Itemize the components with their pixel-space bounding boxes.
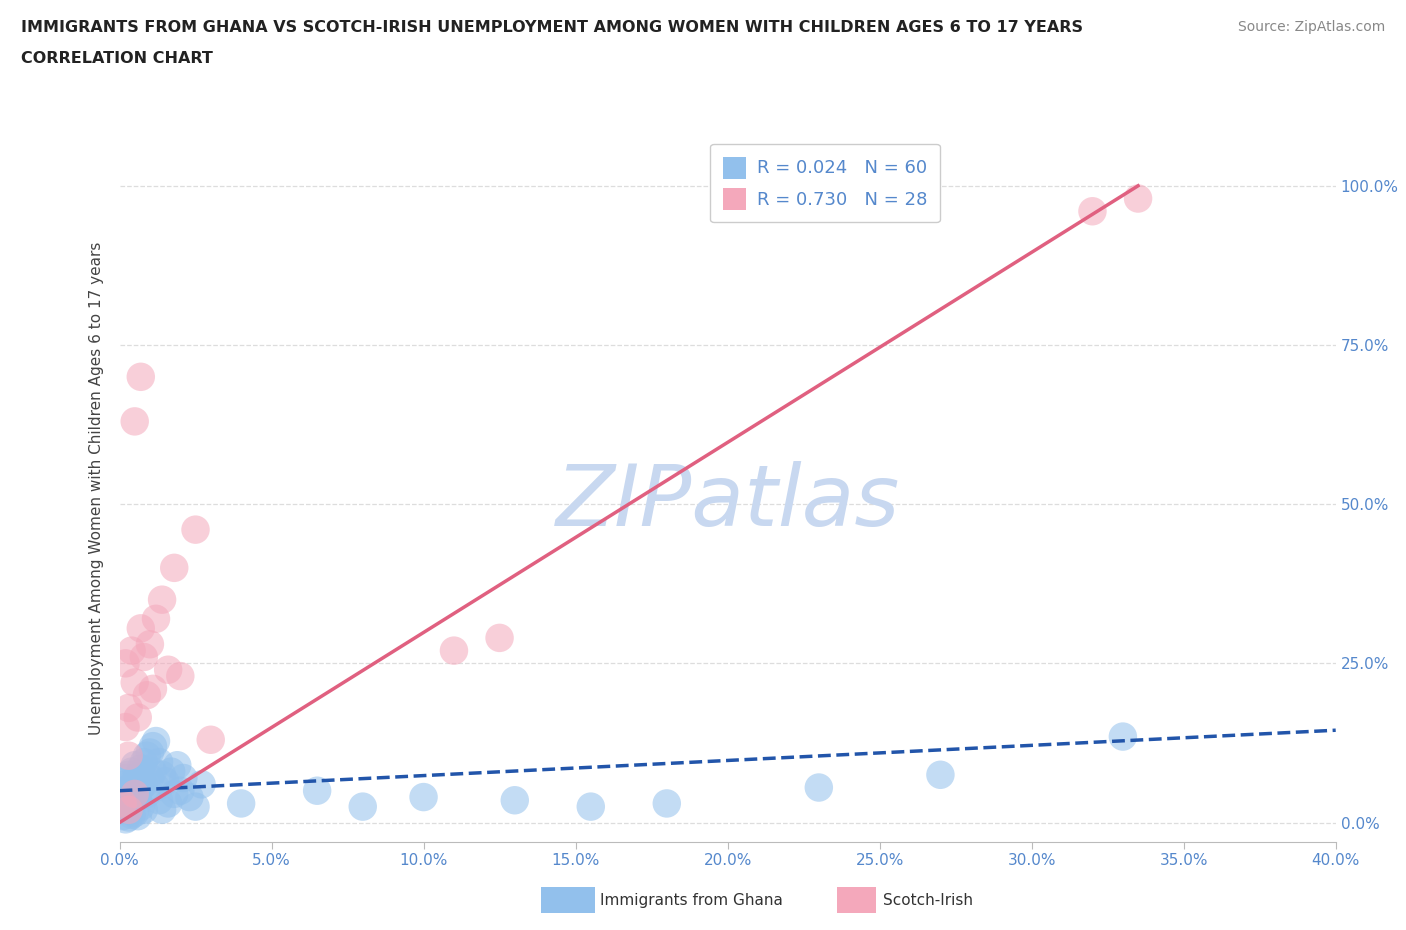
- Point: [157, 662, 180, 677]
- Text: CORRELATION CHART: CORRELATION CHART: [21, 51, 212, 66]
- Point: [135, 749, 157, 764]
- Point: [169, 783, 191, 798]
- Point: [124, 675, 146, 690]
- Point: [132, 754, 155, 769]
- Point: [132, 777, 155, 791]
- Point: [129, 761, 152, 776]
- Point: [929, 767, 952, 782]
- Point: [117, 799, 139, 814]
- Point: [150, 803, 173, 817]
- Text: Immigrants from Ghana: Immigrants from Ghana: [600, 893, 783, 908]
- Point: [807, 780, 830, 795]
- Point: [117, 749, 139, 764]
- Point: [117, 790, 139, 804]
- Point: [121, 796, 143, 811]
- Point: [124, 414, 146, 429]
- Text: IMMIGRANTS FROM GHANA VS SCOTCH-IRISH UNEMPLOYMENT AMONG WOMEN WITH CHILDREN AGE: IMMIGRANTS FROM GHANA VS SCOTCH-IRISH UN…: [21, 20, 1083, 35]
- Point: [1081, 204, 1104, 219]
- Point: [148, 792, 170, 807]
- Point: [129, 780, 152, 795]
- Point: [172, 771, 194, 786]
- Point: [127, 809, 149, 824]
- Point: [157, 796, 180, 811]
- Point: [111, 783, 134, 798]
- Point: [184, 799, 207, 814]
- Point: [121, 764, 143, 779]
- Point: [503, 792, 526, 807]
- Point: [117, 700, 139, 715]
- Point: [153, 774, 176, 789]
- Point: [163, 561, 186, 576]
- Point: [114, 771, 136, 786]
- Text: Scotch-Irish: Scotch-Irish: [883, 893, 973, 908]
- Point: [114, 812, 136, 827]
- Point: [145, 734, 167, 749]
- Point: [231, 796, 253, 811]
- Point: [135, 688, 157, 703]
- Point: [148, 754, 170, 769]
- Point: [132, 803, 155, 817]
- Point: [124, 805, 146, 820]
- Point: [121, 644, 143, 658]
- Point: [117, 803, 139, 817]
- Point: [169, 669, 191, 684]
- Point: [111, 796, 134, 811]
- Point: [488, 631, 510, 645]
- Point: [117, 767, 139, 782]
- Text: Source: ZipAtlas.com: Source: ZipAtlas.com: [1237, 20, 1385, 34]
- Point: [443, 644, 465, 658]
- Point: [111, 796, 134, 811]
- Point: [129, 621, 152, 636]
- Point: [1112, 729, 1135, 744]
- Point: [111, 809, 134, 824]
- Point: [114, 777, 136, 791]
- Point: [127, 710, 149, 724]
- Point: [179, 790, 201, 804]
- Point: [121, 807, 143, 822]
- Point: [163, 787, 186, 802]
- Point: [142, 764, 165, 779]
- Text: ZIPatlas: ZIPatlas: [555, 461, 900, 544]
- Point: [114, 720, 136, 735]
- Point: [121, 780, 143, 795]
- Point: [145, 780, 167, 795]
- Point: [142, 738, 165, 753]
- Point: [114, 803, 136, 817]
- Point: [160, 764, 183, 779]
- Point: [150, 767, 173, 782]
- Point: [129, 369, 152, 384]
- Point: [200, 732, 222, 747]
- Point: [142, 682, 165, 697]
- Y-axis label: Unemployment Among Women with Children Ages 6 to 17 years: Unemployment Among Women with Children A…: [89, 242, 104, 735]
- Point: [135, 787, 157, 802]
- Legend: R = 0.024   N = 60, R = 0.730   N = 28: R = 0.024 N = 60, R = 0.730 N = 28: [710, 144, 939, 222]
- Point: [190, 777, 212, 791]
- Point: [124, 774, 146, 789]
- Point: [124, 792, 146, 807]
- Point: [117, 810, 139, 825]
- Point: [114, 656, 136, 671]
- Point: [150, 592, 173, 607]
- Point: [124, 758, 146, 773]
- Point: [129, 799, 152, 814]
- Point: [145, 611, 167, 626]
- Point: [307, 783, 329, 798]
- Point: [166, 758, 188, 773]
- Point: [184, 523, 207, 538]
- Point: [139, 745, 162, 760]
- Point: [132, 649, 155, 664]
- Point: [579, 799, 602, 814]
- Point: [124, 787, 146, 802]
- Point: [127, 790, 149, 804]
- Point: [412, 790, 434, 804]
- Point: [139, 637, 162, 652]
- Point: [352, 799, 374, 814]
- Point: [139, 771, 162, 786]
- Point: [655, 796, 678, 811]
- Point: [1126, 191, 1149, 206]
- Point: [127, 769, 149, 784]
